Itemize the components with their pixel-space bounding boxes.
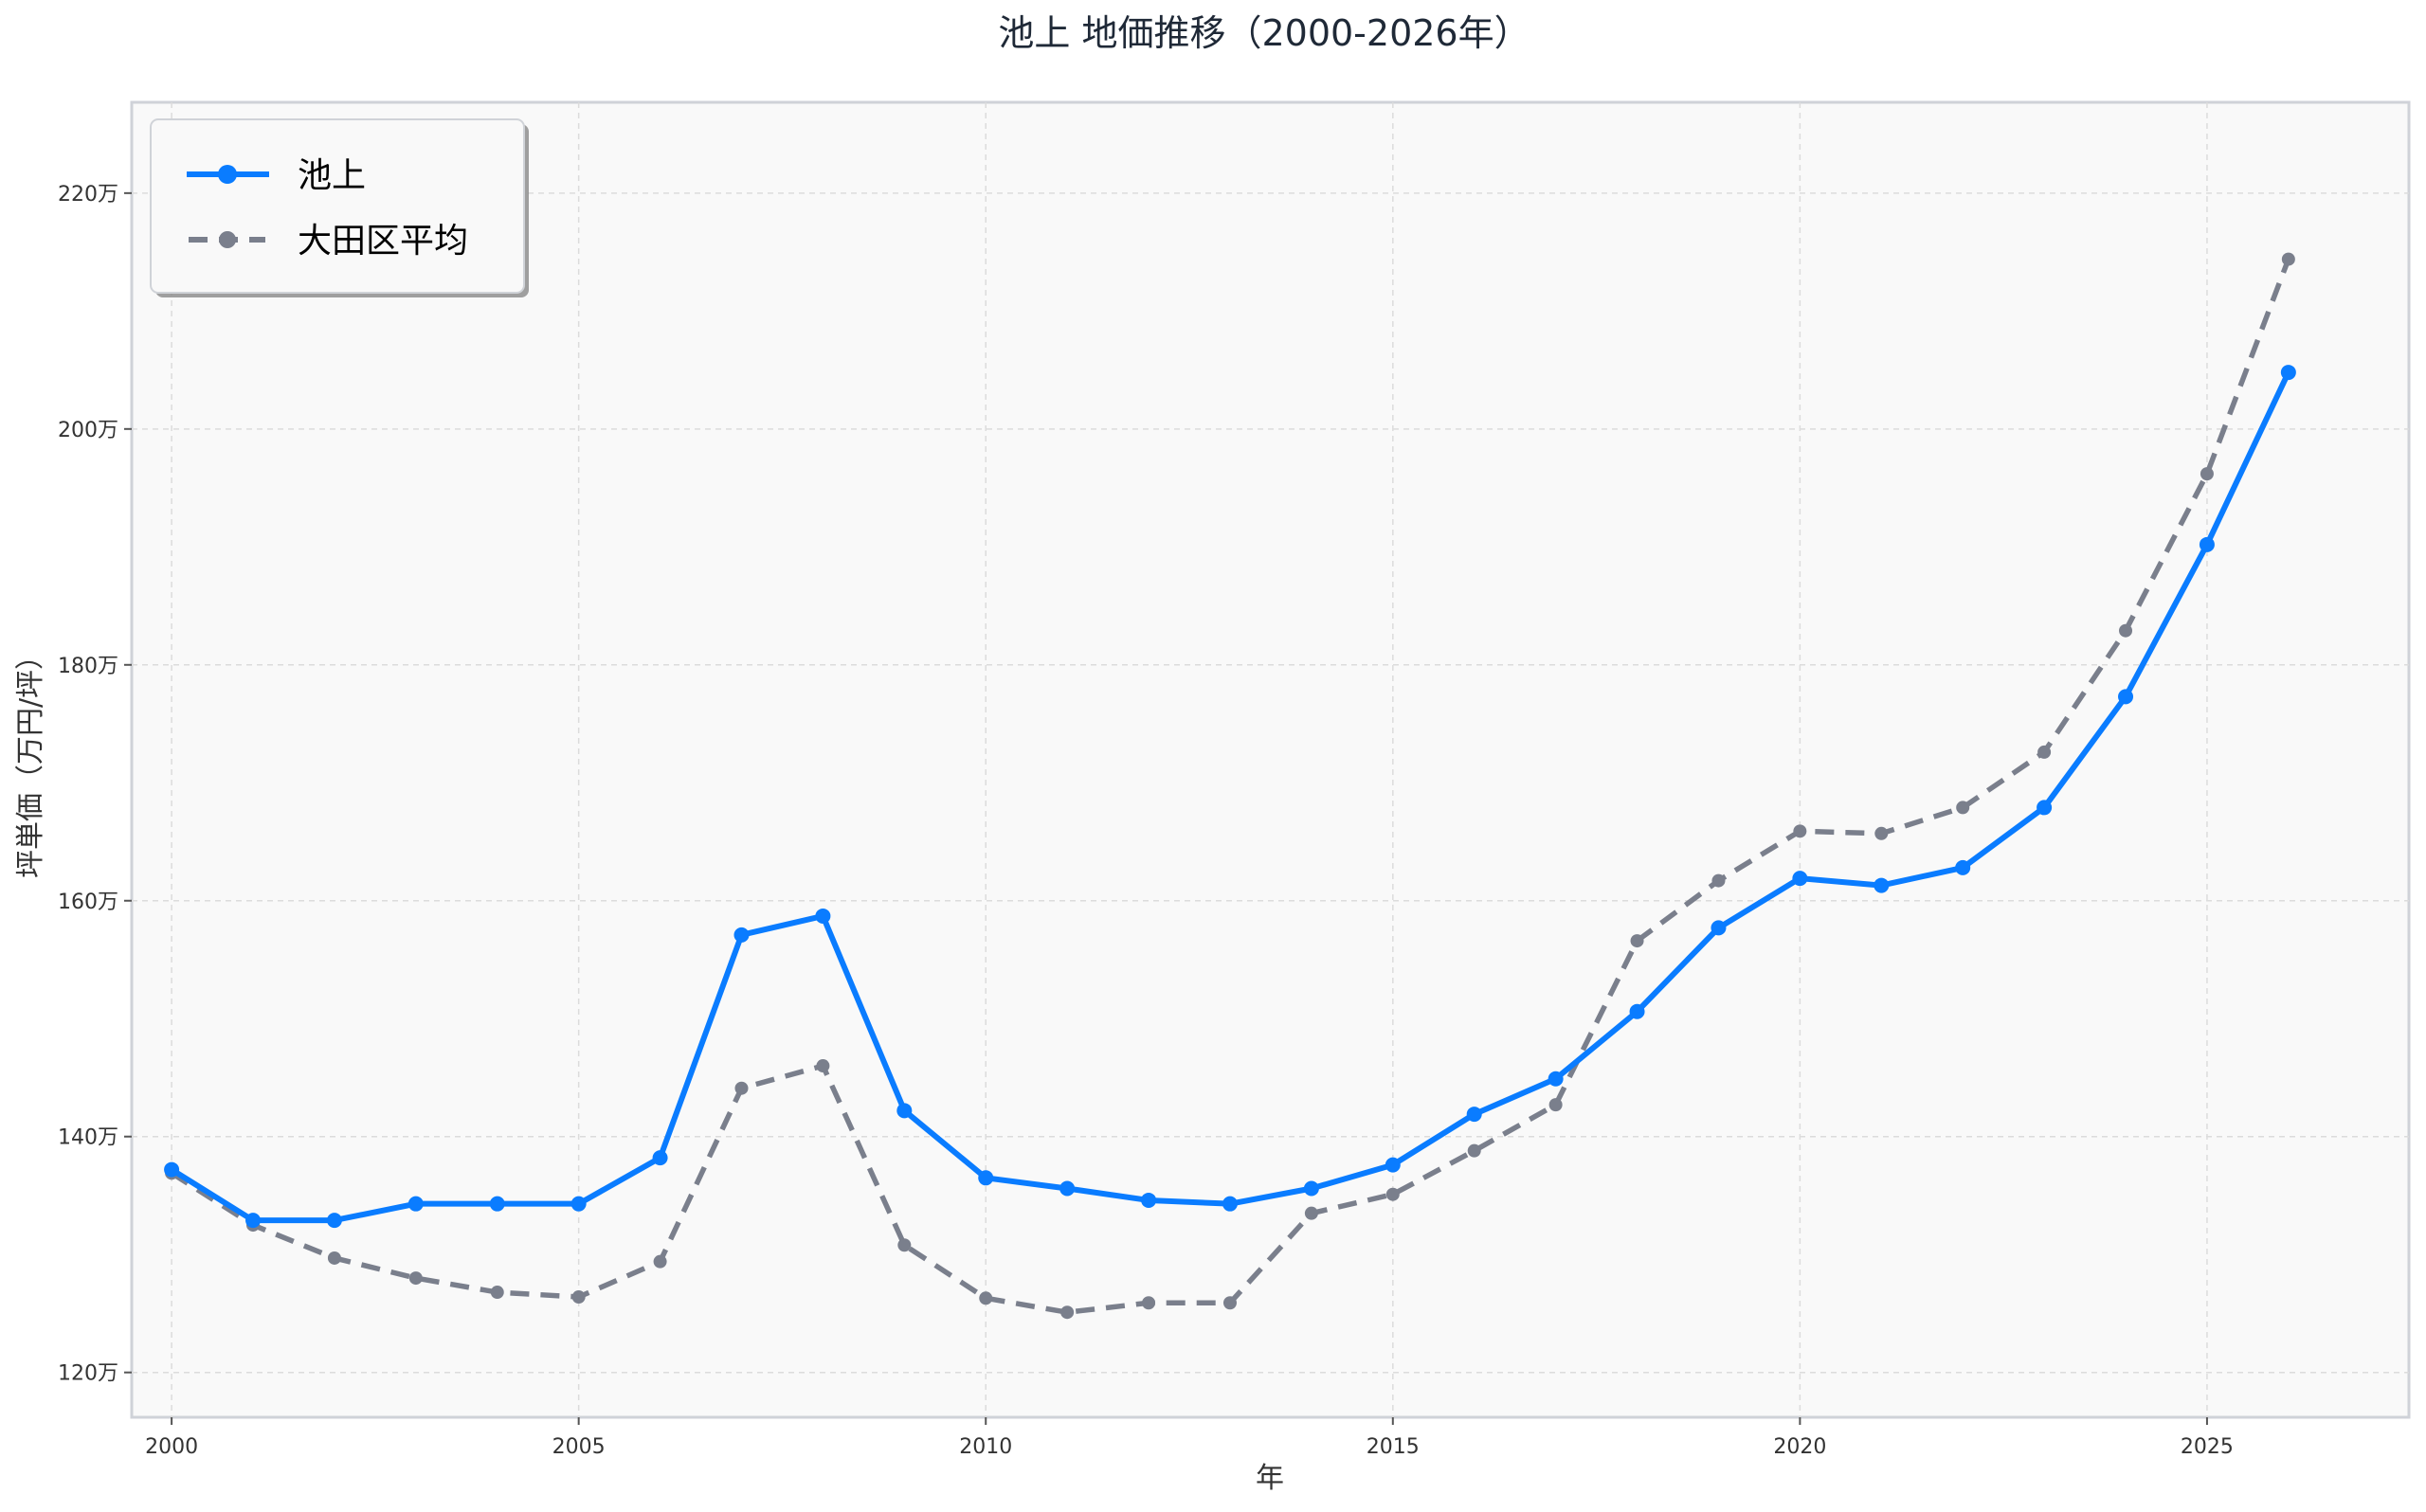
- data-point: [1630, 934, 1644, 948]
- data-point: [327, 1251, 341, 1265]
- data-point: [1548, 1071, 1564, 1087]
- data-point: [1222, 1196, 1238, 1212]
- data-point: [1874, 877, 1890, 893]
- y-tick-label: 220万: [58, 183, 118, 207]
- data-point: [1792, 871, 1808, 887]
- data-point: [1548, 1098, 1563, 1112]
- data-point: [653, 1254, 667, 1269]
- data-point: [733, 927, 750, 943]
- y-tick-label: 200万: [58, 419, 118, 442]
- data-point: [408, 1271, 423, 1286]
- data-point: [1956, 801, 1970, 815]
- data-point: [571, 1290, 586, 1305]
- legend-label-ikegami: 池上: [298, 156, 366, 195]
- axis-ticks: 2000 2005 2010 2015 2020 2025 120万 140万 160万 180万…: [58, 183, 2234, 1459]
- data-point: [1711, 920, 1727, 936]
- data-point: [652, 1150, 668, 1166]
- x-tick-label: 2015: [1367, 1435, 1420, 1459]
- data-point: [979, 1291, 993, 1305]
- y-axis-label: 坪単価（万円/坪）: [14, 641, 47, 878]
- data-point: [245, 1213, 262, 1229]
- x-tick-label: 2005: [552, 1435, 606, 1459]
- legend-marker-ota-average: [219, 231, 236, 248]
- data-point: [1385, 1187, 1400, 1201]
- data-point: [2281, 252, 2295, 266]
- data-point: [489, 1196, 505, 1212]
- data-point: [1222, 1296, 1237, 1310]
- data-point: [1142, 1296, 1156, 1310]
- data-point: [1955, 859, 1971, 875]
- legend-label-ota-average: 大田区平均: [298, 222, 468, 261]
- data-point: [1304, 1206, 1318, 1220]
- data-point: [1141, 1192, 1157, 1208]
- data-point: [896, 1103, 913, 1119]
- data-point: [570, 1196, 587, 1212]
- y-tick-label: 180万: [58, 655, 118, 678]
- data-point: [2037, 745, 2052, 759]
- data-point: [815, 908, 831, 924]
- data-point: [1467, 1143, 1481, 1158]
- data-point: [2119, 623, 2133, 638]
- x-axis-label: 年: [1256, 1462, 1284, 1495]
- data-point: [1385, 1157, 1401, 1173]
- x-tick-label: 2025: [2181, 1435, 2234, 1459]
- data-point: [1629, 1003, 1645, 1019]
- series-group: [164, 252, 2296, 1320]
- data-point: [2118, 689, 2134, 705]
- y-tick-label: 120万: [58, 1362, 118, 1386]
- data-point: [1874, 826, 1889, 840]
- data-point: [1303, 1180, 1319, 1197]
- data-point: [1060, 1305, 1075, 1320]
- chart-title: 池上 地価推移（2000-2026年）: [998, 12, 1530, 54]
- data-point: [2200, 467, 2214, 481]
- data-point: [1059, 1180, 1076, 1197]
- data-point: [816, 1059, 830, 1073]
- y-tick-label: 160万: [58, 891, 118, 914]
- x-tick-label: 2010: [959, 1435, 1012, 1459]
- legend-marker-ikegami: [218, 165, 237, 184]
- data-point: [2199, 536, 2215, 552]
- data-point: [2037, 800, 2053, 816]
- data-point: [2280, 365, 2296, 381]
- legend: 池上 大田区平均: [150, 118, 529, 297]
- data-point: [978, 1170, 994, 1186]
- data-point: [1793, 824, 1807, 838]
- data-point: [407, 1196, 424, 1212]
- data-point: [1466, 1107, 1482, 1123]
- data-point: [734, 1081, 749, 1095]
- x-tick-label: 2000: [145, 1435, 198, 1459]
- plot-area: [130, 100, 2411, 1419]
- data-point: [490, 1286, 504, 1300]
- data-point: [164, 1161, 180, 1178]
- data-point: [897, 1238, 912, 1252]
- y-tick-label: 140万: [58, 1126, 118, 1150]
- data-point: [326, 1213, 342, 1229]
- x-tick-label: 2020: [1773, 1435, 1826, 1459]
- data-point: [1711, 873, 1726, 888]
